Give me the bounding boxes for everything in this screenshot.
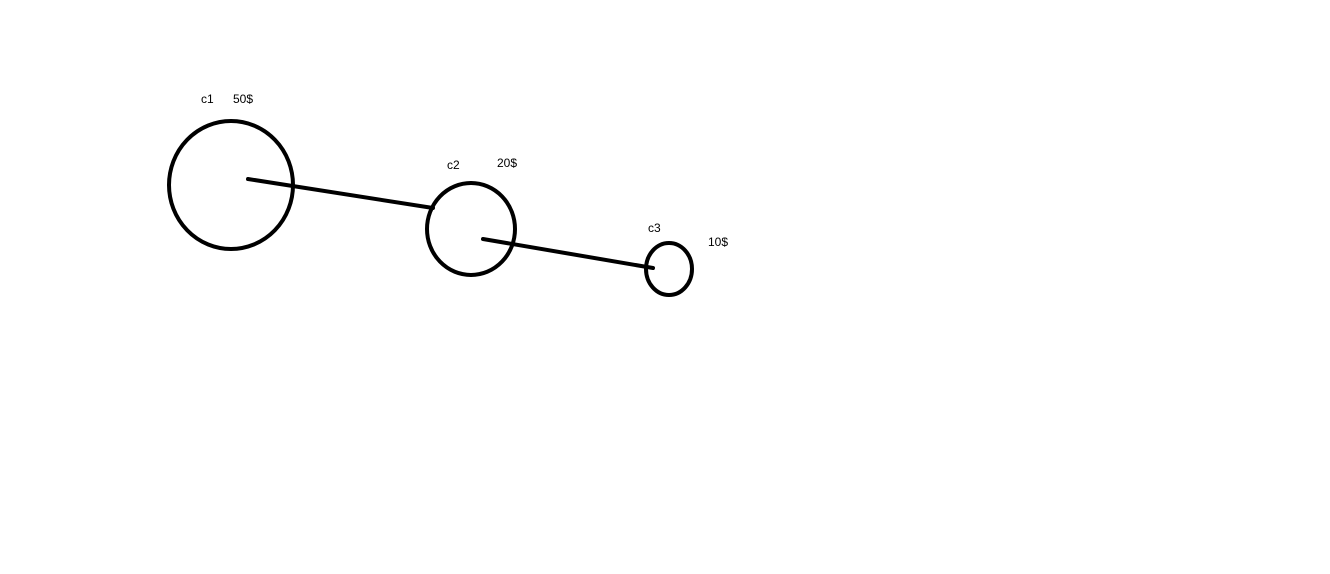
node-c3-circle: [644, 241, 694, 297]
node-c1-name: c1: [201, 92, 214, 106]
node-c1-value: 50$: [233, 92, 253, 106]
node-c3-name: c3: [648, 221, 661, 235]
node-c1-circle: [167, 119, 295, 251]
node-c2-value: 20$: [497, 156, 517, 170]
node-c2-circle: [425, 181, 517, 277]
node-c2-name: c2: [447, 158, 460, 172]
node-c3-value: 10$: [708, 235, 728, 249]
edge-c1-c2: [246, 177, 435, 210]
